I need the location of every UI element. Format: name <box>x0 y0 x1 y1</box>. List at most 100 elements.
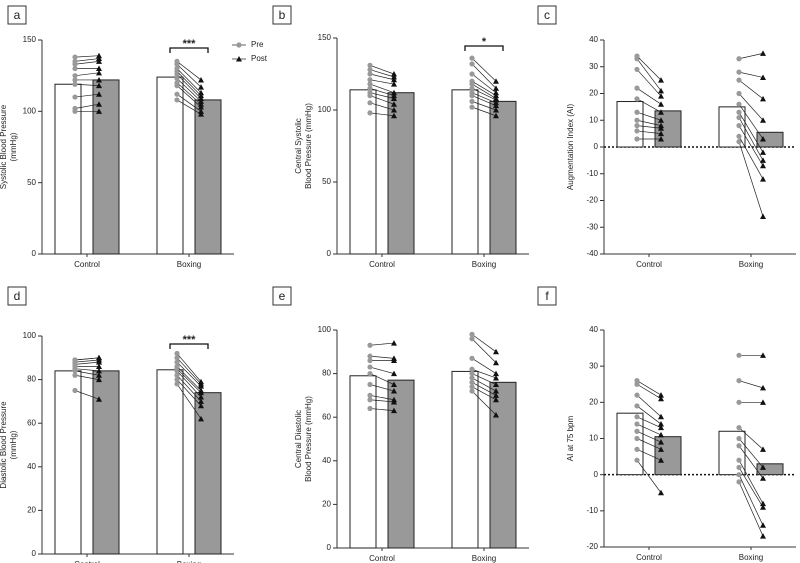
post-point <box>760 50 766 56</box>
post-point <box>493 85 499 91</box>
pre-point <box>634 117 640 123</box>
bar <box>387 92 415 255</box>
pair-line <box>636 111 662 121</box>
post-point <box>493 370 499 377</box>
y-tick-label: 20 <box>589 397 598 406</box>
post-point <box>96 58 102 64</box>
post-point <box>760 475 766 481</box>
pre-point <box>469 366 475 372</box>
pre-point <box>72 65 78 72</box>
pair-line <box>471 334 497 353</box>
post-point <box>760 384 766 391</box>
pre-point <box>736 472 742 478</box>
pre-point <box>469 104 475 110</box>
post-point <box>760 446 766 452</box>
pair-line <box>636 380 662 396</box>
significance-label: * <box>482 36 487 48</box>
bar <box>616 412 644 476</box>
y-tick-label: 80 <box>322 369 331 378</box>
pre-point <box>174 381 180 387</box>
y-tick-label: 150 <box>318 33 332 42</box>
pair-line <box>471 358 497 374</box>
y-axis-label: Blood Pressure (mmHg) <box>304 396 313 482</box>
pre-point <box>736 77 742 83</box>
post-point <box>658 446 664 452</box>
pair-line <box>471 386 497 401</box>
pair-line <box>738 474 764 526</box>
post-point <box>760 533 766 539</box>
pair-line <box>738 93 764 121</box>
pair-line <box>636 87 662 105</box>
pre-point <box>367 100 373 106</box>
post-point <box>391 95 397 101</box>
pre-point <box>367 357 373 364</box>
pair-line <box>74 370 100 376</box>
pair-line <box>176 61 202 81</box>
pre-point <box>469 61 475 67</box>
pre-point <box>634 378 640 384</box>
pre-point <box>634 53 640 59</box>
pre-point <box>174 91 180 97</box>
pre-point <box>367 371 373 377</box>
x-tick-label: Boxing <box>739 260 763 269</box>
y-tick-label: 20 <box>589 89 598 98</box>
post-point <box>493 396 499 403</box>
significance-bracket <box>169 47 209 53</box>
panel-label-box <box>7 286 27 306</box>
post-point <box>658 135 664 142</box>
pre-point <box>469 78 475 84</box>
post-point <box>96 108 102 114</box>
pre-point <box>736 399 742 405</box>
x-tick-label: Boxing <box>472 554 496 563</box>
pair-line <box>738 125 764 166</box>
y-tick-label: 30 <box>589 62 598 71</box>
post-point <box>198 89 204 96</box>
pair-line <box>636 449 662 461</box>
pre-point <box>634 421 640 427</box>
pre-point <box>174 97 180 103</box>
bar <box>194 392 222 555</box>
y-tick-label: 100 <box>23 331 37 340</box>
bar <box>92 79 120 255</box>
pair-line <box>471 382 497 396</box>
pair-line <box>471 95 497 107</box>
y-tick-label: 20 <box>27 506 36 515</box>
pre-point <box>469 371 475 377</box>
pair-line <box>636 394 662 418</box>
pre-point <box>736 352 742 358</box>
pair-line <box>176 357 202 385</box>
pair-line <box>176 68 202 94</box>
post-point <box>96 396 102 402</box>
bar <box>156 369 184 555</box>
pre-point <box>72 105 78 112</box>
pre-point <box>174 350 180 357</box>
y-tick-label: 0 <box>327 543 332 552</box>
bar <box>54 370 82 555</box>
pre-point <box>469 388 475 394</box>
post-point <box>760 149 766 155</box>
post-point <box>391 73 397 80</box>
y-tick-label: -20 <box>586 542 598 551</box>
y-axis-label: (mmHg) <box>9 430 18 459</box>
post-point <box>760 522 766 528</box>
pre-point <box>469 384 475 390</box>
post-point <box>658 87 664 94</box>
post-point <box>493 412 499 418</box>
pair-line <box>74 359 100 363</box>
pre-point <box>634 435 640 442</box>
pre-point <box>174 377 180 383</box>
pair-line <box>176 361 202 387</box>
pre-point <box>736 139 742 145</box>
post-point <box>96 354 102 361</box>
pre-point <box>367 81 373 87</box>
pair-line <box>74 103 100 109</box>
post-point <box>658 122 664 129</box>
pair-line <box>471 88 497 101</box>
post-point <box>96 101 102 107</box>
pair-line <box>636 55 662 81</box>
bar <box>387 379 415 549</box>
post-point <box>658 77 664 83</box>
pre-point <box>634 136 640 142</box>
post-point <box>391 370 397 377</box>
pre-point <box>736 109 742 115</box>
